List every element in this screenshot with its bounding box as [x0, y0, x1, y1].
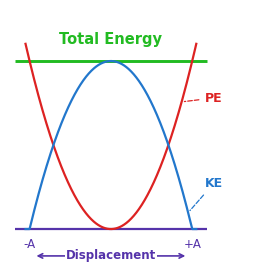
Text: KE: KE — [190, 177, 223, 211]
Text: +A: +A — [183, 238, 201, 251]
Text: PE: PE — [184, 92, 222, 104]
Text: -A: -A — [24, 238, 36, 251]
Text: Displacement: Displacement — [66, 249, 156, 262]
Text: Total Energy: Total Energy — [59, 32, 162, 47]
